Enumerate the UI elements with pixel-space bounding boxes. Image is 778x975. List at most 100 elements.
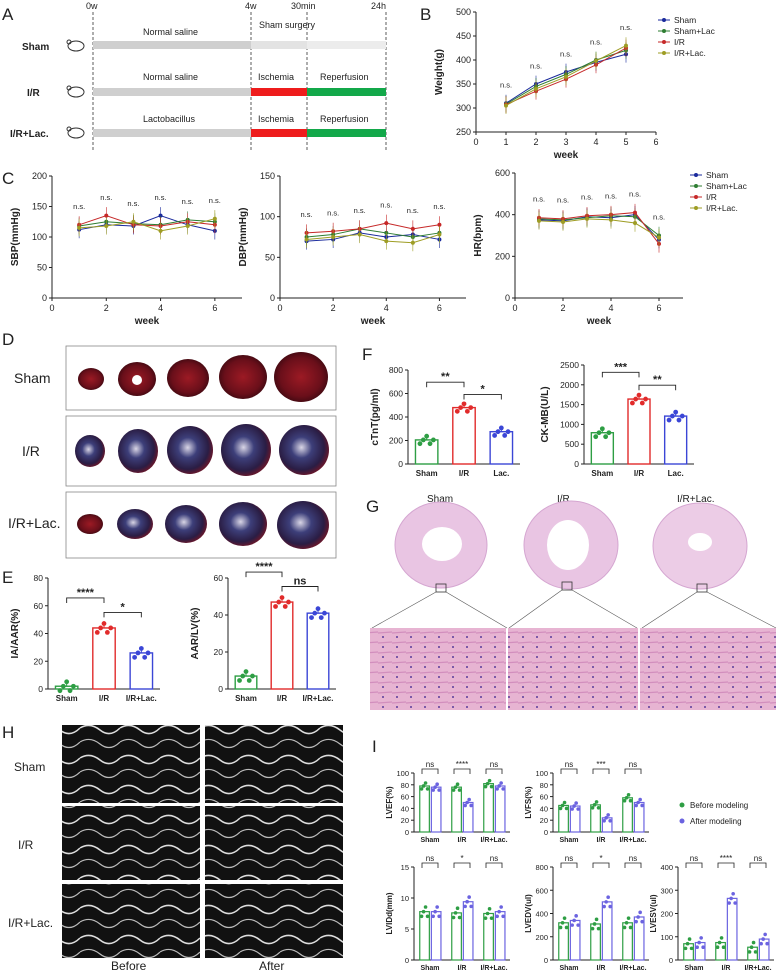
data-dot <box>749 945 754 950</box>
x-tick-label: I/R <box>277 694 287 703</box>
data-point <box>212 216 217 221</box>
chart-aar-lv: 0 20 40 60 AAR/LV(%) Sham I/R I/R+Lac. **** ns <box>190 561 336 703</box>
ns-annotation: n.s. <box>557 196 569 205</box>
data-dot <box>101 621 107 626</box>
sig-label: ns <box>565 854 573 863</box>
y-tick-label: 40 <box>401 804 409 813</box>
x-axis-label: week <box>134 316 160 327</box>
sig-bracket <box>426 381 465 388</box>
y-tick-label: 2000 <box>560 380 579 390</box>
data-dot <box>463 904 467 909</box>
x-tick-label: I/R+Lac. <box>619 837 646 844</box>
bar <box>270 601 294 690</box>
legend-label: Before modeling <box>690 801 748 810</box>
data-dot <box>570 807 574 811</box>
x-axis-label: week <box>586 316 612 327</box>
ns-annotation: n.s. <box>209 196 221 205</box>
data-dot <box>431 914 435 919</box>
series-line <box>306 234 440 244</box>
data-dot <box>576 807 580 811</box>
data-dot <box>731 891 735 896</box>
data-dot <box>719 936 724 940</box>
data-dot <box>604 816 608 820</box>
panel-h-echo: Sham I/R I/R+Lac. Before After <box>8 725 343 973</box>
ns-annotation: n.s. <box>155 193 167 202</box>
x-tick-label: 4 <box>608 303 613 313</box>
ns-annotation: n.s. <box>301 210 313 219</box>
bar-sham-phase3 <box>307 41 386 49</box>
bar <box>419 911 430 961</box>
y-tick-label: 20 <box>34 656 44 666</box>
y-axis-label: AAR/LV(%) <box>190 607 201 659</box>
legend-marker <box>662 18 666 22</box>
data-dot <box>495 914 499 919</box>
echo-image <box>205 806 343 880</box>
data-dot <box>458 405 464 410</box>
data-dot <box>622 798 627 803</box>
data-dot <box>636 915 640 919</box>
data-dot <box>240 673 246 679</box>
ir-phase1-text: Normal saline <box>143 72 198 82</box>
bar-irlac-phase3 <box>307 129 386 137</box>
data-dot <box>67 688 73 694</box>
data-dot <box>592 922 597 926</box>
legend-label: Sham+Lac <box>674 26 716 36</box>
data-dot <box>622 925 627 930</box>
histology-zoom <box>640 628 776 710</box>
x-tick-label: 5 <box>623 137 628 147</box>
sham-phase2-text: Sham surgery <box>259 20 316 30</box>
data-dot <box>747 950 752 954</box>
sig-label: ns <box>629 760 637 769</box>
x-tick-label: 0 <box>277 303 282 313</box>
chart-weight: 250 300 350 400 450 500 Weight(g) 0 1 2 3 4 5 6 week n.… <box>434 7 716 161</box>
data-point <box>185 224 190 229</box>
ns-annotation: n.s. <box>380 200 392 209</box>
data-dot <box>451 788 456 792</box>
chart-lvesv: 0 100 200 300 400 LVESV(ul) Sham ns I/R **** I/R+L… <box>649 801 774 972</box>
bar <box>451 786 462 833</box>
bar <box>452 406 476 465</box>
sig-label: ns <box>490 760 498 769</box>
mouse-icon <box>66 126 85 139</box>
legend-marker <box>662 40 666 44</box>
bar <box>726 897 738 961</box>
y-tick-label: 5 <box>405 925 409 934</box>
x-tick-label: 0 <box>512 303 517 313</box>
x-tick-label: Sham <box>684 965 703 972</box>
data-dot <box>505 429 511 435</box>
data-dot <box>676 417 682 423</box>
x-tick-label: Sham <box>420 965 439 972</box>
data-dot <box>497 909 501 914</box>
legend-marker <box>694 173 698 177</box>
d-row-label-ir: I/R <box>22 443 40 459</box>
echo-image <box>205 725 343 803</box>
sig-label: * <box>460 854 463 863</box>
heart-slice <box>167 426 213 474</box>
bar <box>494 911 506 961</box>
data-dot <box>57 688 63 694</box>
data-dot <box>570 923 574 927</box>
panel-a-timeline: 0w 4w 30min 24h Sham Normal saline Sham … <box>10 1 387 152</box>
data-dot <box>574 914 578 918</box>
y-tick-label: 0 <box>669 956 673 965</box>
bar <box>622 797 633 833</box>
y-tick-label: 100 <box>32 232 47 242</box>
series-line <box>306 222 440 234</box>
bar-irlac-phase2 <box>251 129 307 137</box>
data-dot <box>572 918 576 923</box>
data-dot <box>421 784 426 788</box>
x-tick-label: I/R+Lac. <box>303 694 334 703</box>
data-dot <box>420 437 426 443</box>
panel-label-b: B <box>420 5 431 24</box>
data-dot <box>60 683 66 689</box>
y-tick-label: 200 <box>495 251 510 261</box>
data-dot <box>604 900 608 904</box>
bar <box>483 912 494 961</box>
data-dot <box>634 803 638 808</box>
y-tick-label: 80 <box>540 781 548 790</box>
data-dot <box>574 801 578 805</box>
y-tick-label: 0 <box>544 956 548 965</box>
data-dot <box>763 932 767 937</box>
y-tick-label: 600 <box>495 168 510 178</box>
